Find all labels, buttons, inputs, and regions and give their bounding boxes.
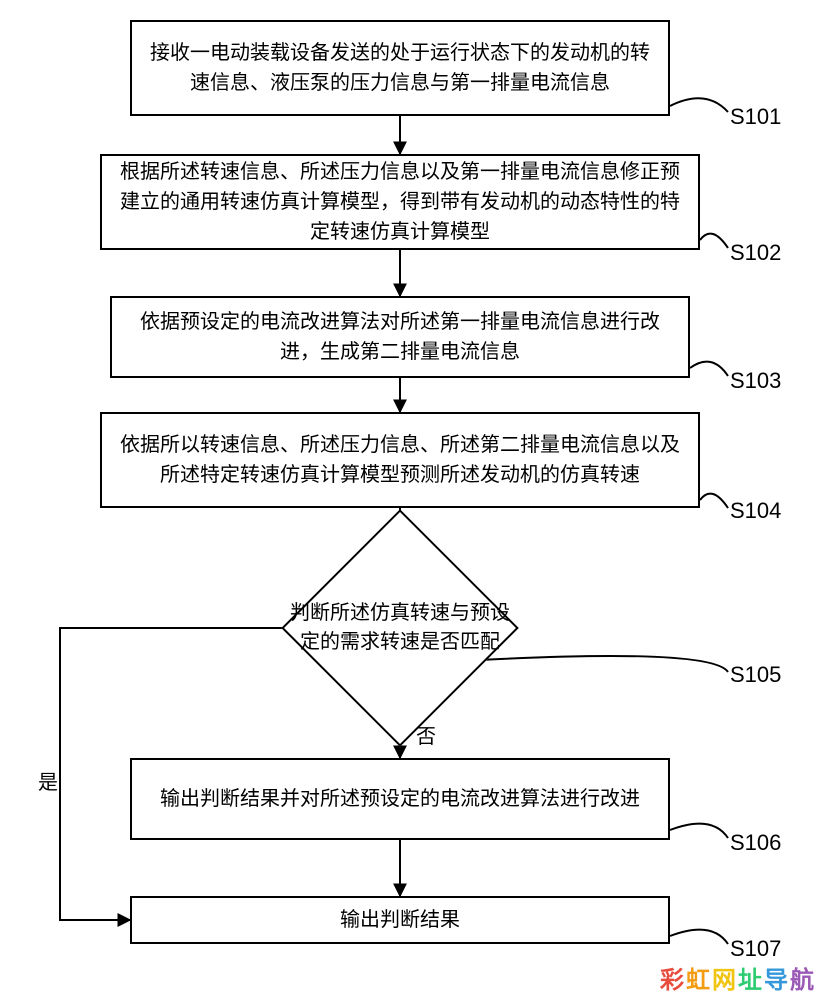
step-label: S103 (730, 368, 781, 394)
watermark-char: 址 (738, 967, 764, 994)
leader-line (670, 824, 728, 838)
node-text: 依据所以转速信息、所述压力信息、所述第二排量电流信息以及所述特定转速仿真计算模型… (114, 430, 686, 490)
step-label: S107 (730, 936, 781, 962)
leader-line (700, 234, 728, 248)
step-label: S101 (730, 104, 781, 130)
edge-label: 否 (416, 720, 436, 749)
node-text: 根据所述转速信息、所述压力信息以及第一排量电流信息修正预建立的通用转速仿真计算模… (114, 157, 686, 247)
step-label: S104 (730, 498, 781, 524)
watermark-char: 彩 (660, 967, 686, 994)
node-text: 接收一电动装载设备发送的处于运行状态下的发动机的转速信息、液压泵的压力信息与第一… (144, 38, 656, 98)
watermark-char: 虹 (686, 967, 712, 994)
node-text: 输出判断结果 (340, 905, 460, 935)
watermark-char: 航 (790, 967, 816, 994)
step-label: S102 (730, 240, 781, 266)
node-text: 输出判断结果并对所述预设定的电流改进算法进行改进 (160, 784, 640, 814)
process-node: 输出判断结果并对所述预设定的电流改进算法进行改进 (130, 758, 670, 840)
process-node: 依据所以转速信息、所述压力信息、所述第二排量电流信息以及所述特定转速仿真计算模型… (100, 412, 700, 508)
leader-line (690, 362, 728, 376)
edge-label: 是 (38, 766, 58, 795)
leader-line (700, 494, 728, 508)
process-node: 根据所述转速信息、所述压力信息以及第一排量电流信息修正预建立的通用转速仿真计算模… (100, 154, 700, 250)
node-text: 判断所述仿真转速与预设定的需求转速是否匹配 (282, 544, 517, 712)
watermark-char: 网 (712, 967, 738, 994)
node-text: 依据预设定的电流改进算法对所述第一排量电流信息进行改进，生成第二排量电流信息 (124, 307, 676, 367)
process-node: 接收一电动装载设备发送的处于运行状态下的发动机的转速信息、液压泵的压力信息与第一… (130, 20, 670, 116)
step-label: S105 (730, 662, 781, 688)
watermark: 彩虹网址导航 (660, 960, 816, 995)
step-label: S106 (730, 830, 781, 856)
process-node: 依据预设定的电流改进算法对所述第一排量电流信息进行改进，生成第二排量电流信息 (110, 296, 690, 378)
watermark-char: 导 (764, 967, 790, 994)
leader-line (670, 98, 728, 112)
process-node: 输出判断结果 (130, 896, 670, 944)
leader-line (670, 930, 728, 944)
decision-node: 判断所述仿真转速与预设定的需求转速是否匹配 (316, 544, 484, 712)
